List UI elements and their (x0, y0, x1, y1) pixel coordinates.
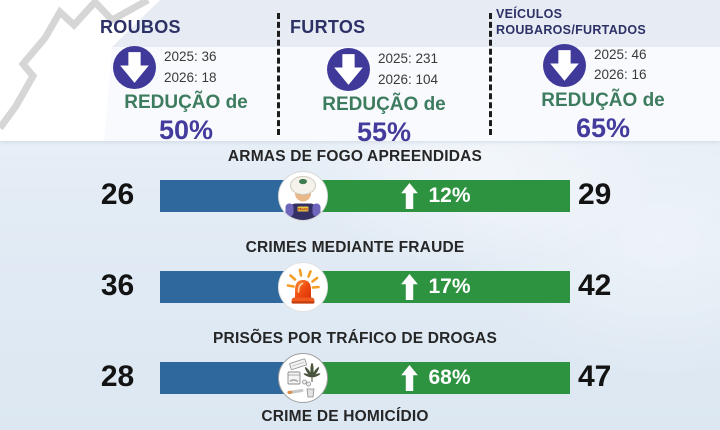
stat-2026: 2026: 16 (594, 67, 647, 82)
value-2025: 28 (100, 360, 135, 393)
stat-2025: 2025: 46 (594, 46, 647, 62)
reduction-label: REDUÇÃO de (541, 89, 665, 111)
reduction-label: REDUÇÃO de (322, 94, 446, 115)
svg-text:PM-RO: PM-RO (298, 207, 309, 211)
dashed-divider (489, 13, 492, 135)
summary-card-veiculos: VEÍCULOS ROUBAROS/FURTADOS 2025: 46 2026… (496, 0, 710, 143)
bar-row-fraude: CRIMES MEDIANTE FRAUDE 36 17% (0, 239, 720, 329)
bar-row-homicidio: CRIME DE HOMICÍDIO (0, 408, 720, 430)
down-arrow-icon (113, 46, 156, 89)
value-2026: 29 (578, 178, 612, 211)
summary-panel: ROUBOS 2025: 36 2026: 18 REDUÇÃO de 50% … (0, 0, 720, 147)
bar-row-armas-de-fogo: ARMAS DE FOGO APREENDIDAS 26 12% (0, 148, 720, 238)
value-2026: 47 (578, 360, 612, 393)
bar-2026: 12% (302, 180, 570, 212)
row-title: CRIME DE HOMICÍDIO (261, 408, 429, 425)
bar-row-trafico-drogas: PRISÕES POR TRÁFICO DE DROGAS 28 68% (0, 330, 720, 420)
bar-2026: 17% (302, 271, 570, 303)
stat-2025: 2025: 231 (378, 51, 439, 67)
reduction-percent: 55% (356, 117, 412, 147)
value-2025: 26 (100, 178, 135, 211)
up-arrow-icon (401, 274, 419, 300)
dashed-divider (277, 13, 280, 135)
row-title: CRIMES MEDIANTE FRAUDE (245, 239, 465, 256)
drugs-icon (277, 352, 329, 404)
percent-change-label: 17% (428, 275, 471, 298)
stat-2025: 2025: 36 (164, 49, 217, 65)
reduction-label: REDUÇÃO de (124, 92, 248, 113)
summary-card-roubos: ROUBOS 2025: 36 2026: 18 REDUÇÃO de 50% (100, 0, 272, 145)
down-arrow-icon (327, 48, 370, 91)
card-title: ROUBOS (100, 17, 181, 37)
row-title: ARMAS DE FOGO APREENDIDAS (227, 148, 483, 165)
police-officer-icon: PM-RO (277, 170, 329, 222)
percent-change-label: 12% (428, 184, 471, 207)
up-arrow-icon (401, 365, 419, 391)
reduction-percent: 65% (575, 112, 631, 143)
value-2026: 42 (578, 269, 612, 302)
reduction-percent: 50% (158, 115, 214, 145)
row-title: PRISÕES POR TRÁFICO DE DROGAS (213, 330, 497, 347)
stat-2026: 2026: 18 (164, 69, 217, 85)
siren-icon (277, 261, 329, 313)
up-arrow-icon (401, 183, 419, 209)
map-outline-icon (0, 0, 160, 141)
down-arrow-icon (543, 43, 586, 87)
card-title: FURTOS (290, 17, 366, 37)
value-2025: 36 (100, 269, 135, 302)
bar-2026: 68% (302, 362, 570, 394)
card-title: VEÍCULOS ROUBAROS/FURTADOS (496, 7, 647, 38)
stat-2026: 2026: 104 (378, 71, 439, 87)
percent-change-label: 68% (428, 366, 471, 389)
summary-card-furtos: FURTOS 2025: 231 2026: 104 REDUÇÃO de 55… (290, 0, 478, 147)
